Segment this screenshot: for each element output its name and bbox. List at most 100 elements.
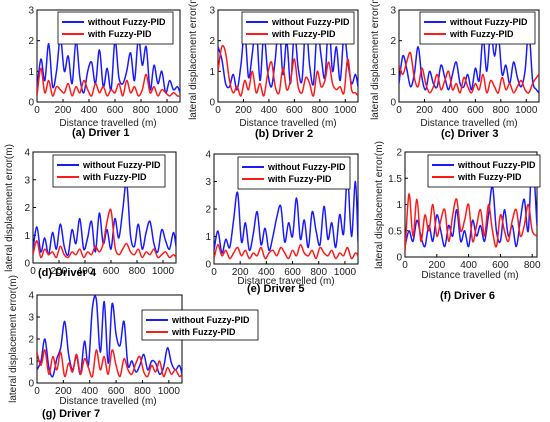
panel-caption: (a) Driver 1 (72, 127, 129, 139)
y-tick-label: 1.5 (388, 174, 402, 185)
x-tick-label: 600 (103, 266, 120, 277)
y-axis-label: lateral displacement error(m) (370, 0, 381, 120)
x-axis-label: Distance travelled (m) (59, 118, 156, 129)
y-tick-label: 3 (205, 177, 211, 188)
x-tick-label: 800 (310, 267, 327, 278)
x-tick-label: 0 (34, 105, 40, 116)
legend-entry: with Fuzzy-PID (87, 29, 152, 39)
series-line-with-fuzzy-pid (218, 44, 358, 97)
x-tick-label: 200 (235, 105, 252, 116)
x-axis-label: Distance travelled (m) (420, 118, 517, 129)
y-tick-label: 3 (209, 6, 215, 17)
series-line-without-fuzzy-pid (214, 175, 358, 254)
y-tick-label: 1 (396, 200, 402, 211)
y-tick-label: 2 (28, 36, 34, 47)
panel-caption: (f) Driver 6 (440, 290, 495, 302)
panel-3: 0 200 400 600 800 1000 0 1 2 3 without Fuzzy-PID wi… (370, 0, 540, 140)
y-tick-label: 2 (396, 148, 402, 159)
y-tick-label: 2 (28, 335, 34, 346)
y-tick-label: 1 (28, 357, 34, 368)
x-tick-label: 0 (30, 266, 36, 277)
x-tick-label: 800 (133, 105, 150, 116)
x-tick-label: 200 (55, 386, 72, 397)
y-tick-label: 2 (205, 205, 211, 216)
x-tick-label: 800 (524, 260, 541, 271)
y-tick-label: 1 (28, 67, 34, 78)
series-line-without-fuzzy-pid (37, 295, 182, 378)
legend-entry: without Fuzzy-PID (457, 160, 536, 170)
x-tick-label: 0 (215, 105, 221, 116)
x-tick-label: 0 (396, 105, 402, 116)
x-tick-label: 200 (428, 260, 445, 271)
x-tick-label: 0 (211, 267, 217, 278)
legend-entry: without Fuzzy-PID (82, 160, 161, 170)
x-tick-label: 1000 (334, 267, 357, 278)
x-tick-label: 800 (492, 105, 509, 116)
legend-box (52, 154, 166, 188)
x-tick-label: 1000 (158, 386, 181, 397)
series-line-with-fuzzy-pid (214, 244, 358, 260)
series-line-with-fuzzy-pid (399, 51, 539, 94)
y-axis-label: lateral displacement error(m) (188, 0, 199, 120)
x-tick-label: 600 (492, 260, 509, 271)
y-axis-label: lateral displacement error(m) (4, 144, 15, 272)
legend-entry: with Fuzzy-PID (449, 29, 514, 39)
legend-box (237, 156, 351, 190)
panel-6: 0 200 400 600 800 0 0.5 1 1.5 2 without Fuzzy-PID w… (374, 141, 541, 302)
x-tick-label: 400 (81, 105, 98, 116)
y-tick-label: 3 (390, 6, 396, 17)
legend-entry: with Fuzzy-PID (271, 29, 336, 39)
legend-box (141, 309, 259, 341)
y-tick-label: 2 (24, 203, 30, 214)
y-axis-label: lateral displacement error(m) (374, 141, 385, 269)
y-tick-label: 2 (390, 36, 396, 47)
legend-entry: with Fuzzy-PID (82, 172, 147, 182)
legend-box (427, 154, 541, 188)
panel-caption: (e) Driver 5 (247, 283, 304, 295)
panel-caption: (g) Driver 7 (42, 408, 100, 420)
y-axis-label: lateral displacement error(m) (8, 275, 19, 403)
y-tick-label: 0 (24, 259, 30, 270)
y-tick-label: 0 (209, 98, 215, 109)
panel-caption: (b) Driver 2 (255, 128, 313, 140)
series-line-with-fuzzy-pid (405, 193, 537, 252)
y-tick-label: 3 (24, 175, 30, 186)
x-tick-label: 200 (51, 266, 68, 277)
x-axis-label: Distance travelled (m) (59, 396, 156, 407)
y-tick-label: 0.5 (388, 226, 402, 237)
panel-caption: (c) Driver 3 (441, 128, 498, 140)
legend-entry: with Fuzzy-PID (171, 327, 236, 337)
y-tick-label: 0 (28, 379, 34, 390)
y-tick-label: 4 (205, 150, 211, 161)
y-tick-label: 4 (28, 291, 34, 302)
y-tick-label: 2 (209, 36, 215, 47)
x-tick-label: 400 (77, 266, 94, 277)
panel-1: 0 200 400 600 800 1000 0 1 2 3 without Fuzzy-PID wi… (28, 6, 181, 139)
x-tick-label: 800 (134, 386, 151, 397)
x-tick-label: 600 (107, 105, 124, 116)
legend-box (57, 11, 174, 45)
x-tick-label: 600 (108, 386, 125, 397)
series-line-with-fuzzy-pid (37, 349, 182, 378)
series-line-without-fuzzy-pid (218, 21, 358, 91)
legend-box (419, 11, 536, 45)
y-tick-label: 0 (205, 260, 211, 271)
x-axis-label: Distance travelled (m) (421, 270, 518, 281)
series-line-with-fuzzy-pid (37, 67, 180, 97)
y-tick-label: 3 (28, 313, 34, 324)
series-line-without-fuzzy-pid (399, 30, 539, 94)
legend-entry: without Fuzzy-PID (171, 315, 250, 325)
x-axis-label: Distance travelled (m) (237, 276, 334, 287)
panel-2: 0 200 400 600 800 1000 0 1 2 3 without Fuzzy-PID wi… (188, 0, 359, 140)
panel-caption: (d) Driver 4 (38, 267, 97, 279)
x-axis-label: Distance travelled (m) (239, 118, 336, 129)
legend-entry: with Fuzzy-PID (267, 174, 332, 184)
x-tick-label: 200 (55, 105, 72, 116)
x-tick-label: 1000 (156, 105, 179, 116)
x-tick-label: 0 (402, 260, 408, 271)
x-tick-label: 0 (34, 386, 40, 397)
x-tick-label: 600 (284, 267, 301, 278)
legend-entry: with Fuzzy-PID (457, 172, 522, 182)
panel-5: 0 200 400 600 800 1000 0 1 2 3 4 without Fuzzy-PID w… (205, 150, 359, 295)
legend-entry: without Fuzzy-PID (449, 17, 528, 27)
